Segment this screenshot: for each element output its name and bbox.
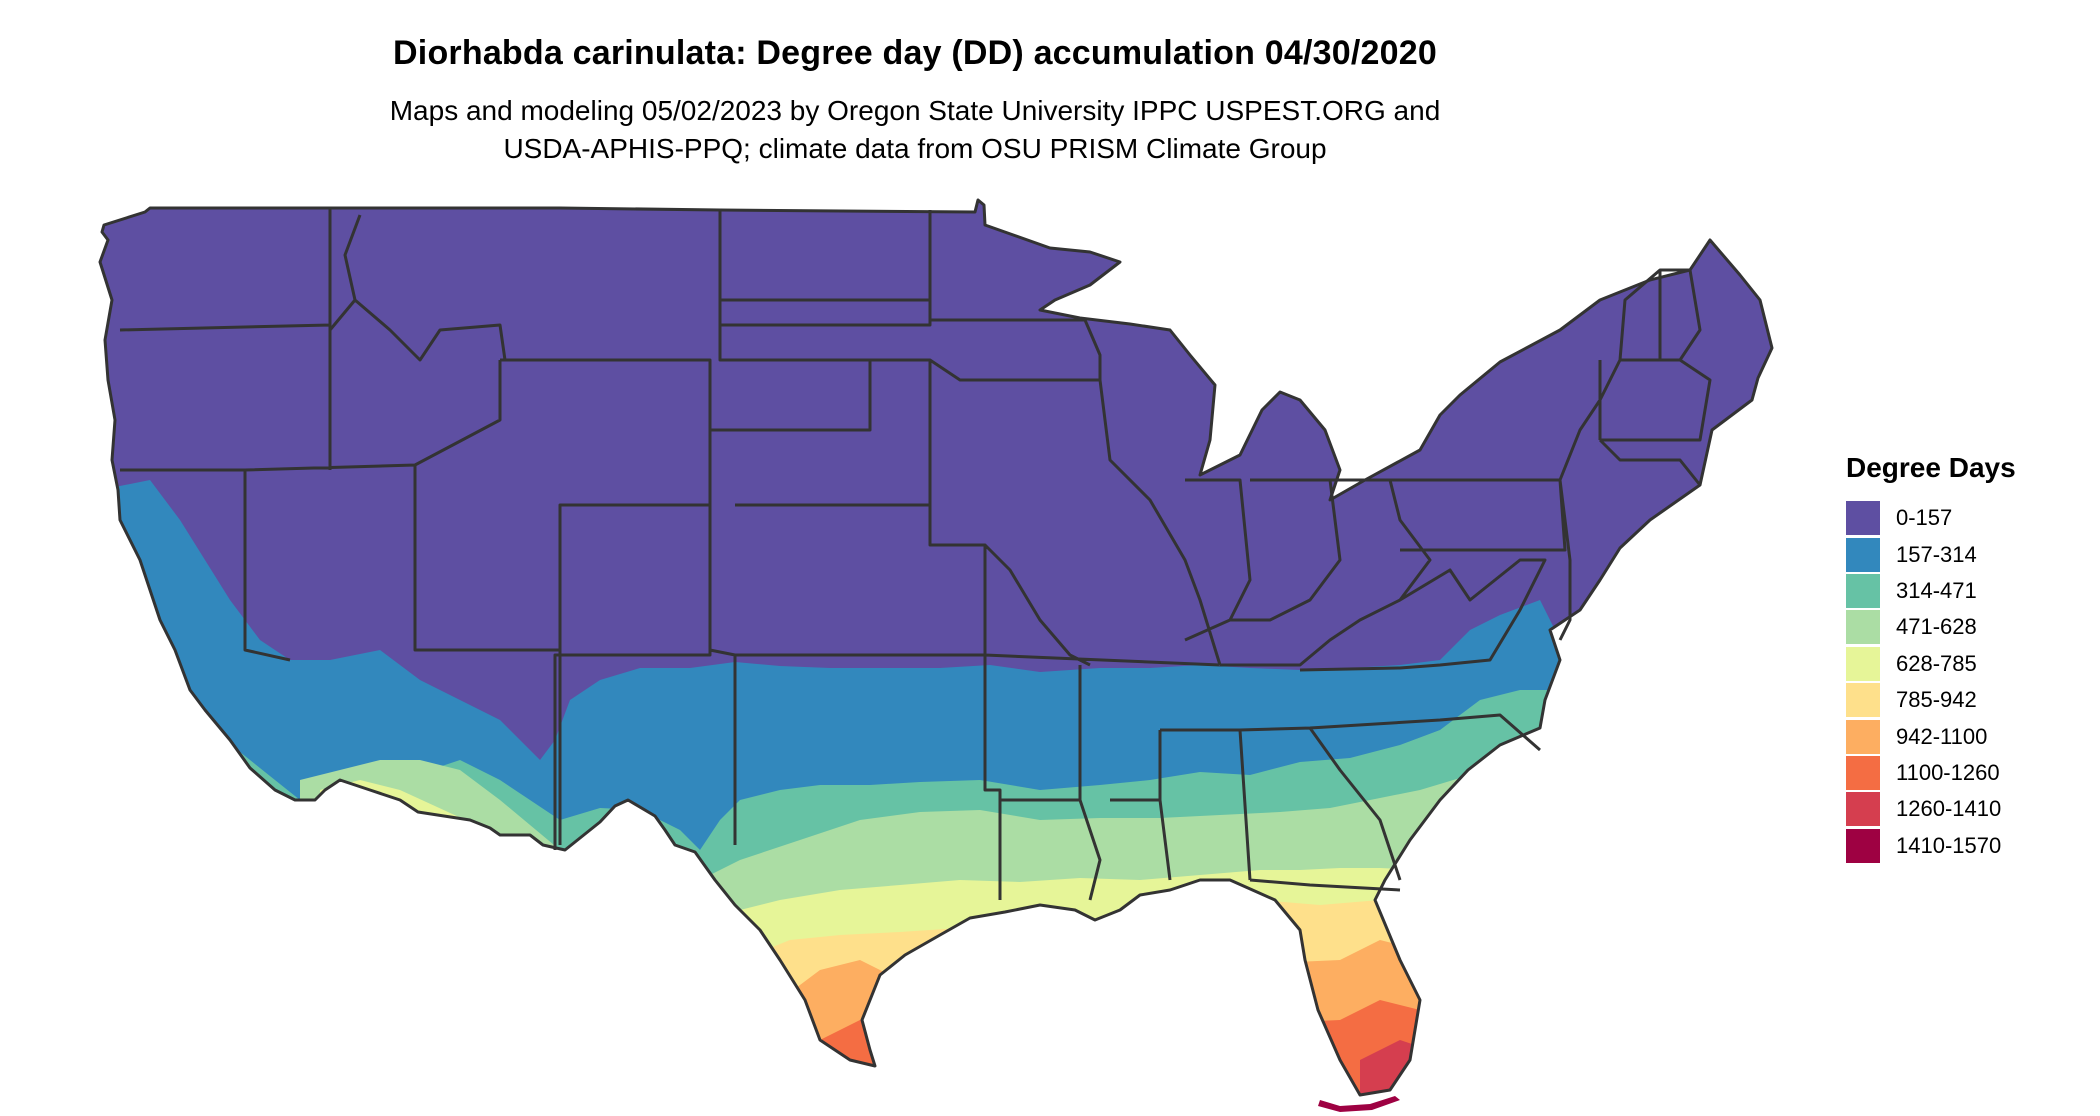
us-outline	[98, 198, 1774, 1097]
state-lines	[119, 208, 1712, 901]
legend-label: 942-1100	[1896, 723, 1988, 749]
subtitle-line-2: USDA-APHIS-PPQ; climate data from OSU PR…	[503, 133, 1327, 164]
legend-label: 1100-1260	[1896, 759, 2000, 785]
legend-label: 314-471	[1896, 577, 1977, 603]
legend-swatch	[1846, 646, 1880, 681]
legend-label: 0-157	[1896, 505, 1953, 531]
legend-label: 785-942	[1896, 687, 1977, 713]
zone-1100-1260	[820, 1000, 1600, 1095]
florida-keys	[1318, 1096, 1400, 1112]
legend-swatch	[1846, 610, 1880, 645]
legend-item: 157-314	[1846, 536, 2086, 572]
legend-swatch	[1846, 573, 1880, 608]
legend-item: 471-628	[1846, 609, 2086, 645]
legend-item: 1260-1410	[1846, 791, 2086, 827]
legend-item: 942-1100	[1846, 718, 2086, 754]
legend-label: 471-628	[1896, 614, 1977, 640]
legend-item: 1410-1570	[1846, 828, 2086, 864]
zone-942-1100	[780, 940, 1600, 1095]
legend-items: 0-157 157-314 314-471 471-628 628-785 785-942…	[1846, 500, 2086, 864]
legend-swatch	[1846, 501, 1880, 536]
map-title: Diorhabda carinulata: Degree day (DD) ac…	[393, 34, 1437, 72]
legend-label: 1260-1410	[1896, 796, 2002, 822]
legend-label: 157-314	[1896, 541, 1977, 567]
legend-label: 1410-1570	[1896, 832, 2002, 858]
state-borders	[98, 198, 1774, 1097]
legend-item: 785-942	[1846, 682, 2086, 718]
subtitle-line-1: Maps and modeling 05/02/2023 by Oregon S…	[389, 95, 1441, 126]
legend-item: 314-471	[1846, 573, 2086, 609]
legend-title: Degree Days	[1846, 452, 2016, 483]
legend-swatch	[1846, 719, 1880, 754]
map-subtitle: Maps and modeling 05/02/2023 by Oregon S…	[0, 92, 1830, 168]
florida-keys-path	[1318, 1096, 1400, 1112]
legend-swatch	[1846, 755, 1880, 790]
legend-swatch	[1846, 828, 1880, 863]
legend-swatch	[1846, 792, 1880, 827]
legend-swatch	[1846, 683, 1880, 718]
legend-item: 0-157	[1846, 500, 2086, 536]
legend-item: 628-785	[1846, 646, 2086, 682]
legend-item: 1100-1260	[1846, 755, 2086, 791]
legend-label: 628-785	[1896, 650, 1977, 676]
legend-swatch	[1846, 537, 1880, 572]
legend: Degree Days 0-157 157-314 314-471 471-628 62…	[1846, 452, 2086, 864]
